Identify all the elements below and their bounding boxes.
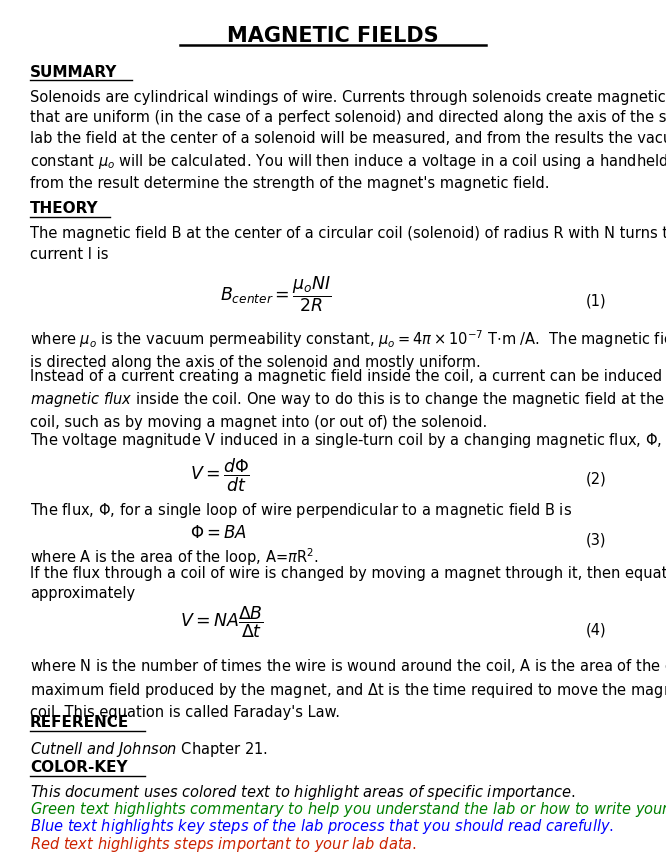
Text: MAGNETIC FIELDS: MAGNETIC FIELDS bbox=[227, 26, 439, 46]
Text: $\it{Blue\ text\ highlights\ key\ steps\ of\ the\ lab\ process\ that\ you\ shoul: $\it{Blue\ text\ highlights\ key\ steps\… bbox=[30, 817, 614, 836]
Text: $\it{Cutnell\ and\ Johnson}$ Chapter 21.: $\it{Cutnell\ and\ Johnson}$ Chapter 21. bbox=[30, 740, 268, 759]
Text: REFERENCE: REFERENCE bbox=[30, 715, 129, 730]
Text: THEORY: THEORY bbox=[30, 201, 99, 216]
Text: The magnetic field B at the center of a circular coil (solenoid) of radius R wit: The magnetic field B at the center of a … bbox=[30, 226, 666, 262]
Text: COLOR-KEY: COLOR-KEY bbox=[30, 760, 128, 775]
Text: $V = \dfrac{d\Phi}{dt}$: $V = \dfrac{d\Phi}{dt}$ bbox=[190, 456, 250, 493]
Text: where A is the area of the loop, A=$\pi$R$^2$.: where A is the area of the loop, A=$\pi$… bbox=[30, 546, 318, 568]
Text: If the flux through a coil of wire is changed by moving a magnet through it, the: If the flux through a coil of wire is ch… bbox=[30, 566, 666, 601]
Text: The flux, $\Phi$, for a single loop of wire perpendicular to a magnetic field B : The flux, $\Phi$, for a single loop of w… bbox=[30, 501, 572, 520]
Text: where N is the number of times the wire is wound around the coil, A is the area : where N is the number of times the wire … bbox=[30, 657, 666, 721]
Text: Solenoids are cylindrical windings of wire. Currents through solenoids create ma: Solenoids are cylindrical windings of wi… bbox=[30, 90, 666, 191]
Text: $\it{Red\ text\ highlights\ steps\ important\ to\ your\ lab\ data.}$: $\it{Red\ text\ highlights\ steps\ impor… bbox=[30, 835, 417, 854]
Text: $\Phi = BA$: $\Phi = BA$ bbox=[190, 524, 247, 542]
Text: (4): (4) bbox=[586, 622, 607, 637]
Text: where $\mu_o$ is the vacuum permeability constant, $\mu_o = 4\pi \times 10^{-7}$: where $\mu_o$ is the vacuum permeability… bbox=[30, 328, 666, 371]
Text: (2): (2) bbox=[586, 472, 607, 486]
Text: SUMMARY: SUMMARY bbox=[30, 65, 117, 79]
Text: $V = NA\dfrac{\Delta B}{\Delta t}$: $V = NA\dfrac{\Delta B}{\Delta t}$ bbox=[180, 605, 264, 640]
Text: $\it{Green\ text\ highlights\ commentary\ to\ help\ you\ understand\ the\ lab\ o: $\it{Green\ text\ highlights\ commentary… bbox=[30, 800, 666, 819]
Text: The voltage magnitude V induced in a single-turn coil by a changing magnetic flu: The voltage magnitude V induced in a sin… bbox=[30, 431, 666, 450]
Text: (3): (3) bbox=[586, 532, 607, 547]
Text: $B_{center} = \dfrac{\mu_o NI}{2R}$: $B_{center} = \dfrac{\mu_o NI}{2R}$ bbox=[220, 275, 332, 314]
Text: $\it{This\ document\ uses\ colored\ text\ to\ highlight\ areas\ of\ specific\ im: $\it{This\ document\ uses\ colored\ text… bbox=[30, 783, 575, 802]
Text: Instead of a current creating a magnetic field inside the coil, a current can be: Instead of a current creating a magnetic… bbox=[30, 369, 666, 429]
Text: (1): (1) bbox=[586, 294, 607, 308]
